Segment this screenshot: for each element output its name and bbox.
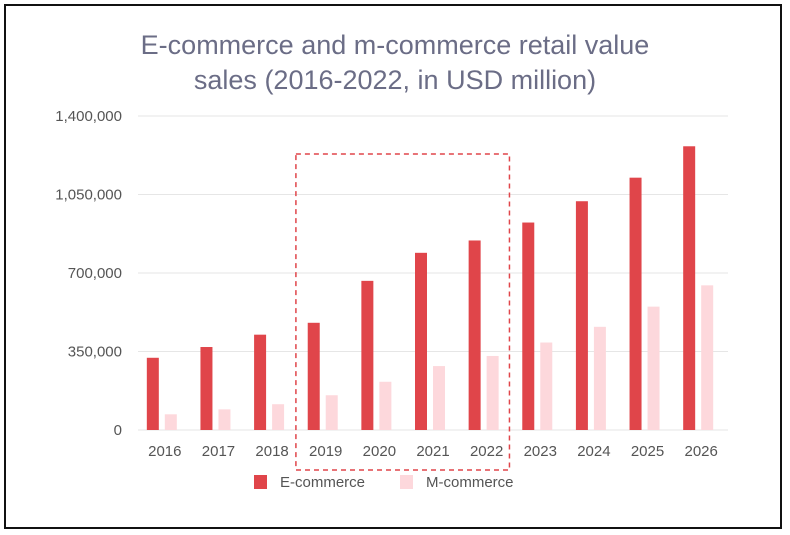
highlight-box — [295, 153, 511, 471]
chart-title-line-1: E-commerce and m-commerce retail value — [140, 30, 650, 60]
bar-m-commerce-2024 — [593, 326, 606, 430]
bar-e-commerce-2019 — [307, 322, 320, 430]
chart-title: E-commerce and m-commerce retail value s… — [0, 28, 790, 98]
bar-e-commerce-2024 — [575, 201, 588, 430]
bar-m-commerce-2021 — [433, 366, 445, 430]
x-tick-label: 2018 — [255, 443, 288, 460]
x-tick-label: 2019 — [309, 443, 342, 460]
bar-m-commerce-2023 — [540, 342, 553, 430]
x-tick-label: 2020 — [363, 443, 396, 460]
y-tick-label: 1,050,000 — [55, 187, 122, 204]
bar-e-commerce-2025 — [629, 177, 642, 430]
bar-e-commerce-2020 — [361, 280, 374, 430]
bar-e-commerce-2016 — [146, 357, 159, 430]
y-tick-label: 1,400,000 — [55, 108, 122, 125]
y-tick-label: 0 — [114, 422, 122, 439]
bar-m-commerce-2025 — [647, 306, 660, 430]
x-tick-label: 2025 — [631, 443, 664, 460]
bar-e-commerce-2022 — [468, 240, 481, 430]
bar-e-commerce-2026 — [683, 146, 696, 430]
y-tick-label: 700,000 — [68, 265, 122, 282]
bar-e-commerce-2018 — [254, 334, 267, 430]
chart-frame — [4, 4, 782, 529]
legend-swatch-e-commerce — [254, 475, 267, 489]
bar-m-commerce-2016 — [164, 414, 177, 430]
x-tick-label: 2026 — [684, 443, 717, 460]
x-tick-label: 2022 — [470, 443, 503, 460]
bar-m-commerce-2018 — [272, 404, 285, 430]
chart-title-line-2: sales (2016-2022, in USD million) — [193, 65, 597, 95]
legend-swatch-m-commerce — [400, 475, 413, 489]
x-tick-label: 2023 — [524, 443, 557, 460]
bar-m-commerce-2019 — [325, 395, 338, 430]
bar-e-commerce-2023 — [522, 222, 535, 430]
x-tick-label: 2021 — [416, 443, 449, 460]
legend-label-m-commerce: M-commerce — [426, 474, 514, 491]
y-tick-label: 350,000 — [68, 344, 122, 361]
x-tick-label: 2024 — [577, 443, 610, 460]
bar-m-commerce-2022 — [486, 355, 499, 430]
bar-e-commerce-2021 — [415, 252, 427, 430]
bar-e-commerce-2017 — [200, 347, 213, 430]
bar-m-commerce-2020 — [379, 381, 392, 430]
bar-m-commerce-2017 — [218, 409, 231, 430]
bar-m-commerce-2026 — [701, 285, 714, 430]
legend-label-e-commerce: E-commerce — [280, 474, 365, 491]
x-tick-label: 2017 — [202, 443, 235, 460]
x-tick-label: 2016 — [148, 443, 181, 460]
